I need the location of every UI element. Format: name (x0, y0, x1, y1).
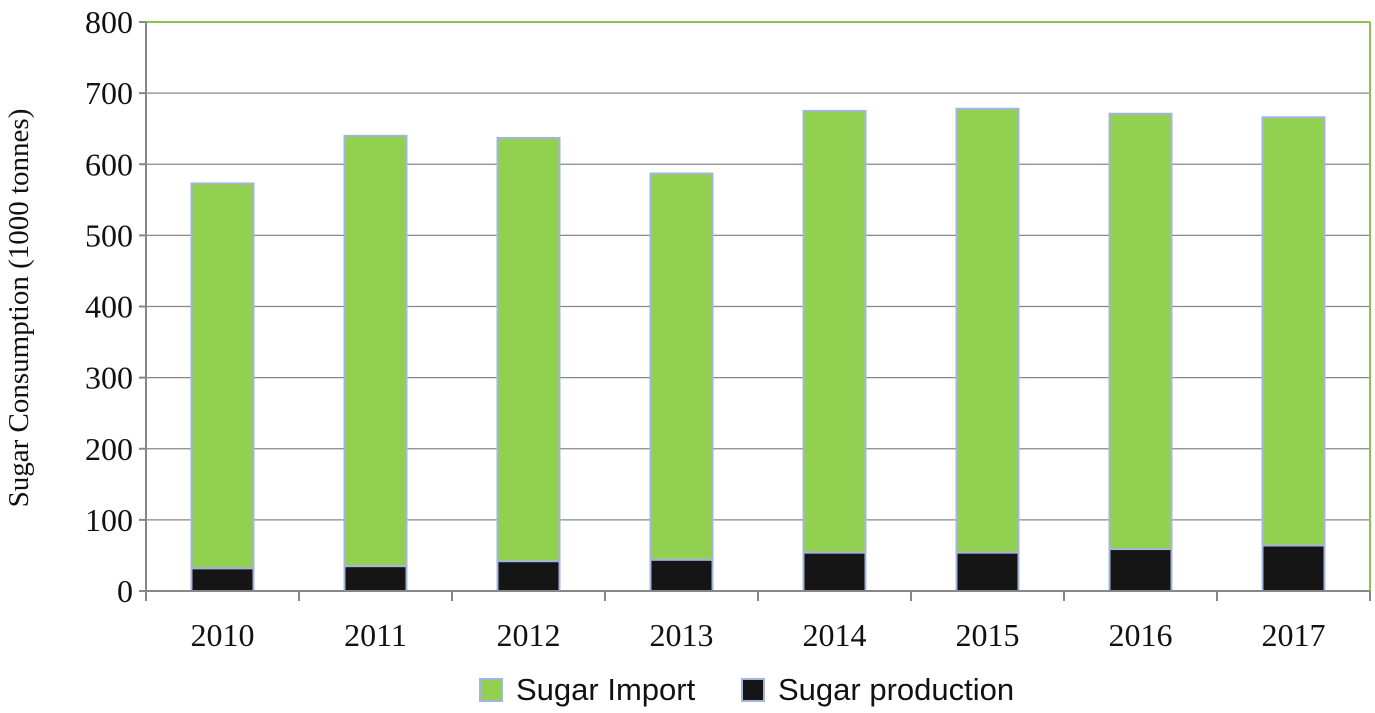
y-tick-label-300: 300 (85, 360, 133, 396)
x-tick-label-2012: 2012 (497, 617, 561, 653)
y-tick-label-400: 400 (85, 289, 133, 325)
bar-sugar-production-2012 (496, 560, 561, 593)
legend-label-sugar-import: Sugar Import (516, 672, 696, 707)
legend-swatch-sugar-production (741, 678, 765, 702)
bar-sugar-production-2010 (190, 567, 255, 592)
x-tick-label-2017: 2017 (1262, 617, 1326, 653)
y-tick-label-0: 0 (117, 573, 133, 609)
y-tick-label-800: 800 (85, 4, 133, 40)
y-axis-ticks: 0 100 200 300 400 500 600 700 800 (85, 4, 146, 609)
bars (190, 107, 1326, 593)
x-tick-label-2015: 2015 (956, 617, 1020, 653)
legend-label-sugar-production: Sugar production (778, 672, 1014, 707)
y-tick-label-200: 200 (85, 431, 133, 467)
bar-sugar-import-2011 (343, 134, 408, 568)
y-axis-label: Sugar Consumption (1000 tonnes) (3, 109, 35, 508)
legend: Sugar Import Sugar production (479, 672, 1014, 707)
gridlines (146, 92, 1370, 521)
bar-sugar-production-2013 (649, 558, 714, 593)
x-axis-ticks: 2010 2011 2012 2013 2014 2015 2016 2017 (145, 591, 1371, 653)
x-tick-label-2014: 2014 (803, 617, 867, 653)
y-tick-label-100: 100 (85, 502, 133, 538)
y-tick-label-600: 600 (85, 146, 133, 182)
bar-sugar-production-2014 (802, 551, 867, 593)
bar-sugar-import-2015 (955, 107, 1020, 554)
bar-sugar-production-2016 (1108, 548, 1173, 593)
bar-sugar-import-2017 (1261, 116, 1326, 547)
bar-sugar-import-2012 (496, 136, 561, 563)
bar-sugar-production-2017 (1261, 544, 1326, 592)
x-tick-label-2013: 2013 (650, 617, 714, 653)
bar-sugar-import-2014 (802, 109, 867, 554)
bar-sugar-import-2013 (649, 172, 714, 561)
bar-sugar-import-2016 (1108, 112, 1173, 551)
bar-sugar-import-2010 (190, 182, 255, 570)
bar-sugar-production-2015 (955, 551, 1020, 593)
legend-swatch-sugar-import (479, 678, 503, 702)
x-tick-label-2011: 2011 (344, 617, 407, 653)
y-tick-label-500: 500 (85, 217, 133, 253)
x-tick-label-2010: 2010 (191, 617, 255, 653)
x-tick-label-2016: 2016 (1109, 617, 1173, 653)
bar-sugar-production-2011 (343, 565, 408, 593)
y-tick-label-700: 700 (85, 75, 133, 111)
